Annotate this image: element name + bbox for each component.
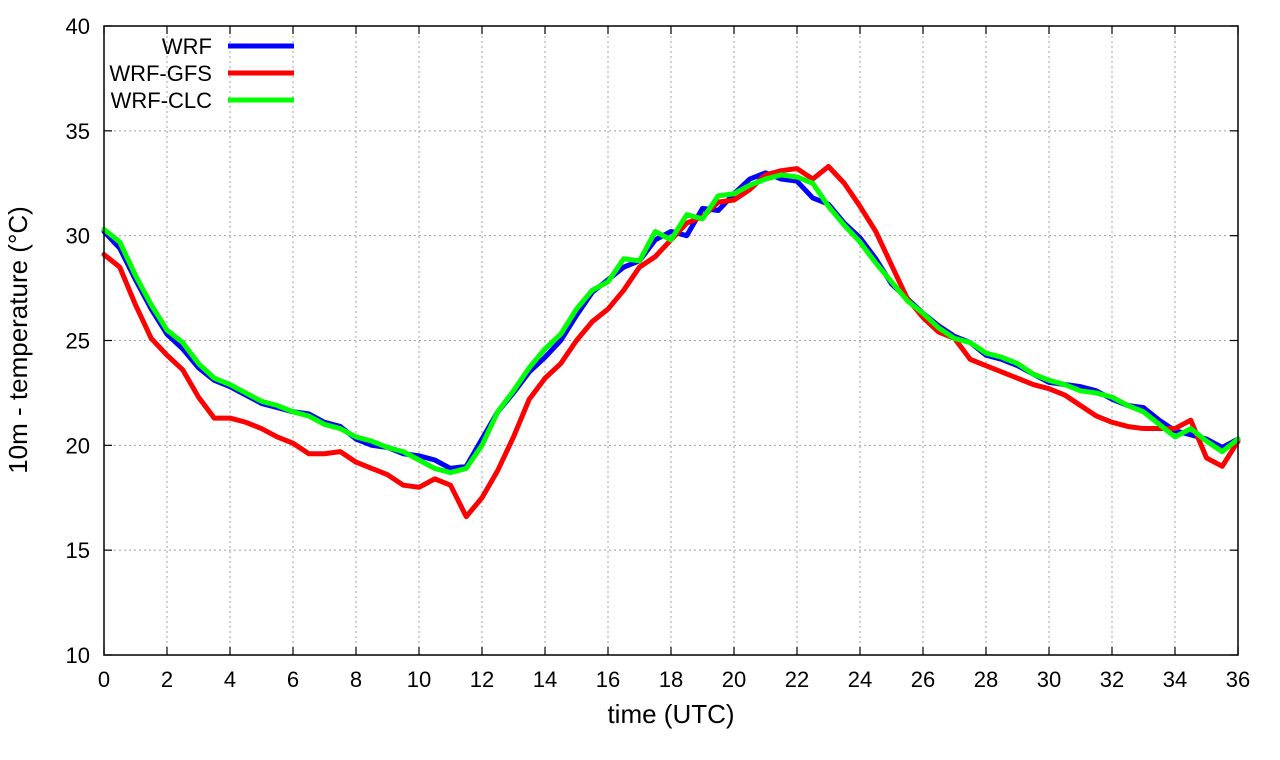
x-tick-label: 2: [161, 667, 173, 692]
x-tick-label: 18: [659, 667, 683, 692]
legend-label-wrf-clc: WRF-CLC: [111, 88, 213, 113]
y-tick-label: 25: [66, 329, 90, 354]
legend-label-wrf: WRF: [162, 34, 212, 59]
x-tick-label: 24: [848, 667, 872, 692]
x-tick-label: 30: [1037, 667, 1061, 692]
x-tick-label: 14: [533, 667, 557, 692]
legend-label-wrf-gfs: WRF-GFS: [109, 61, 212, 86]
x-tick-label: 36: [1226, 667, 1250, 692]
x-tick-label: 32: [1100, 667, 1124, 692]
series-line-wrf-clc: [101, 172, 1241, 476]
y-tick-label: 10: [66, 643, 90, 668]
x-tick-label: 16: [596, 667, 620, 692]
y-tick-label: 20: [66, 433, 90, 458]
x-tick-label: 22: [785, 667, 809, 692]
x-tick-label: 20: [722, 667, 746, 692]
y-tick-label: 15: [66, 538, 90, 563]
ticks: 0 2 4 6 8 10 12 14 16 18 20 22 24 26 28 30 32 34 361015202…: [66, 14, 1251, 692]
x-tick-label: 10: [407, 667, 431, 692]
y-tick-label: 40: [66, 14, 90, 39]
x-tick-label: 26: [911, 667, 935, 692]
x-tick-label: 28: [974, 667, 998, 692]
y-tick-label: 30: [66, 224, 90, 249]
plot-frame: [103, 25, 1239, 656]
x-tick-label: 0: [98, 667, 110, 692]
x-tick-label: 12: [470, 667, 494, 692]
x-tick-label: 8: [350, 667, 362, 692]
series-lines: [101, 163, 1241, 520]
y-tick-label: 35: [66, 119, 90, 144]
x-tick-label: 4: [224, 667, 236, 692]
x-tick-label: 34: [1163, 667, 1187, 692]
grid: [104, 26, 1238, 655]
x-tick-label: 6: [287, 667, 299, 692]
x-axis-title: time (UTC): [607, 699, 734, 729]
y-axis-title: 10m - temperature (°C): [3, 206, 33, 474]
